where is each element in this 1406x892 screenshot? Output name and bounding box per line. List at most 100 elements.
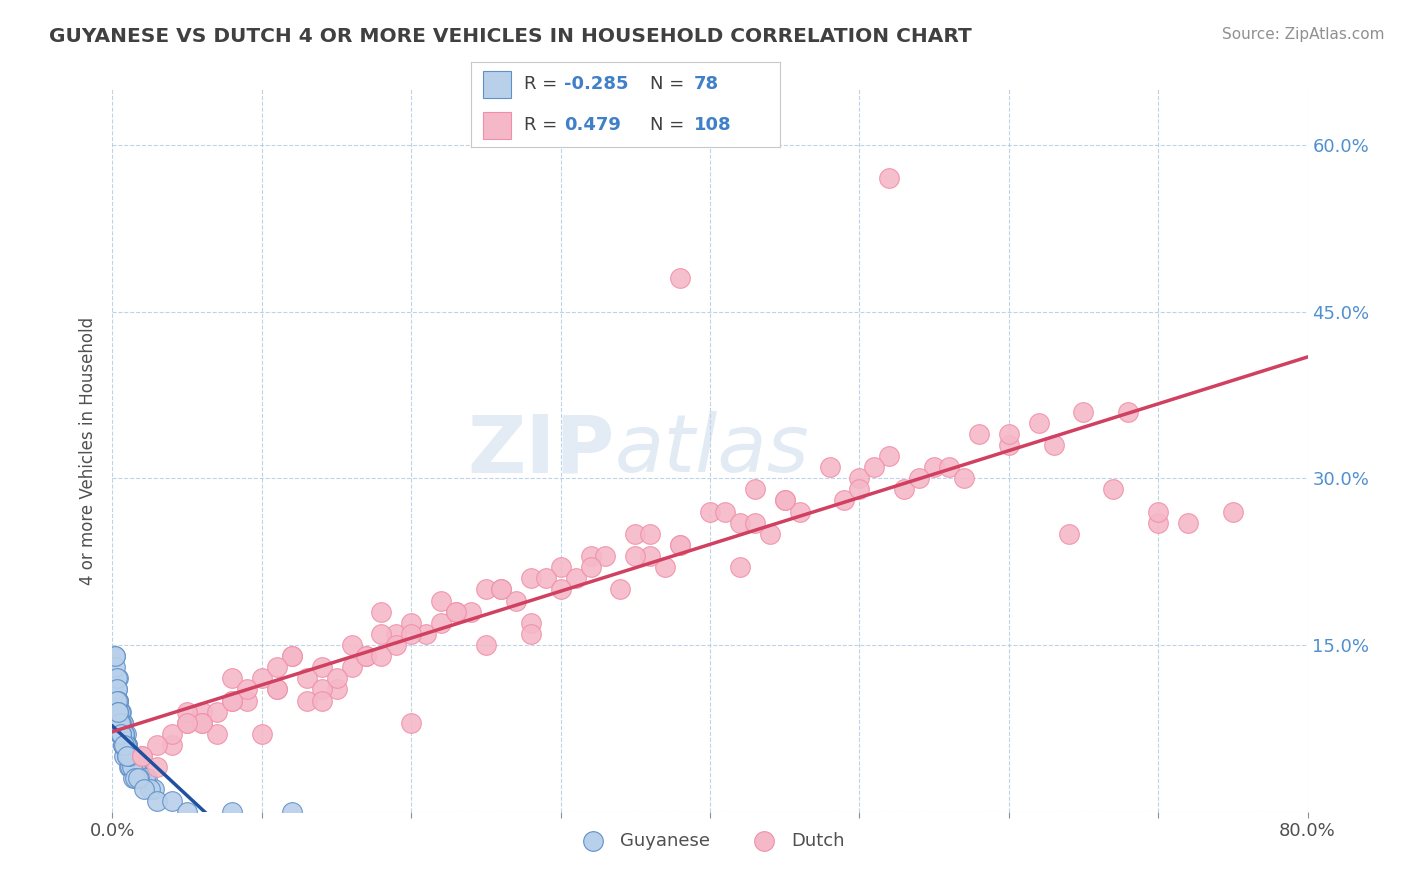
Point	[114, 738, 135, 752]
Point	[325, 671, 347, 685]
Point	[124, 760, 146, 774]
Point	[385, 627, 408, 641]
Point	[104, 649, 127, 664]
Point	[624, 526, 647, 541]
Text: N =: N =	[651, 116, 690, 134]
Point	[122, 760, 145, 774]
Point	[444, 605, 467, 619]
Point	[176, 805, 198, 819]
Point	[110, 705, 132, 719]
Point	[744, 516, 766, 530]
Point	[356, 649, 378, 664]
Point	[415, 627, 437, 641]
Point	[132, 782, 155, 797]
Point	[114, 738, 135, 752]
Point	[221, 805, 243, 819]
Point	[104, 660, 127, 674]
Text: R =: R =	[523, 116, 562, 134]
Point	[699, 505, 721, 519]
Point	[370, 649, 392, 664]
Point	[953, 471, 976, 485]
Point	[139, 782, 162, 797]
Point	[1102, 483, 1125, 497]
Point	[295, 693, 318, 707]
Point	[401, 627, 423, 641]
Point	[105, 693, 128, 707]
Point	[111, 727, 134, 741]
Point	[744, 483, 766, 497]
Point	[120, 760, 142, 774]
Point	[129, 772, 152, 786]
Point	[111, 738, 134, 752]
Point	[176, 715, 198, 730]
Point	[595, 549, 617, 563]
Point	[534, 571, 557, 585]
Point	[108, 715, 131, 730]
Point	[105, 682, 128, 697]
Point	[115, 738, 138, 752]
Point	[121, 760, 143, 774]
Point	[120, 749, 142, 764]
Point	[773, 493, 796, 508]
Y-axis label: 4 or more Vehicles in Household: 4 or more Vehicles in Household	[79, 317, 97, 584]
Point	[108, 727, 131, 741]
Point	[922, 460, 945, 475]
Point	[131, 749, 153, 764]
Point	[624, 549, 647, 563]
Point	[250, 671, 273, 685]
Point	[221, 671, 243, 685]
Point	[121, 749, 143, 764]
Point	[124, 772, 146, 786]
Point	[640, 549, 662, 563]
Point	[111, 715, 134, 730]
Point	[128, 772, 150, 786]
Point	[609, 582, 631, 597]
Point	[430, 593, 453, 607]
Point	[124, 760, 146, 774]
Point	[475, 638, 498, 652]
Point	[221, 693, 243, 707]
Point	[579, 549, 602, 563]
Point	[110, 727, 132, 741]
Text: 108: 108	[693, 116, 731, 134]
Point	[879, 449, 901, 463]
Point	[998, 426, 1021, 441]
Point	[111, 715, 134, 730]
Point	[1222, 505, 1244, 519]
Point	[105, 671, 128, 685]
Point	[127, 772, 149, 786]
Point	[520, 615, 543, 630]
Point	[107, 705, 129, 719]
Point	[311, 693, 333, 707]
Point	[1147, 505, 1170, 519]
Text: GUYANESE VS DUTCH 4 OR MORE VEHICLES IN HOUSEHOLD CORRELATION CHART: GUYANESE VS DUTCH 4 OR MORE VEHICLES IN …	[49, 27, 972, 45]
Point	[370, 605, 392, 619]
Point	[1118, 404, 1140, 418]
Point	[146, 794, 169, 808]
Point	[266, 682, 288, 697]
Text: 0.479: 0.479	[564, 116, 620, 134]
Point	[107, 671, 129, 685]
Point	[131, 749, 153, 764]
Point	[108, 705, 131, 719]
Point	[118, 749, 141, 764]
Point	[128, 772, 150, 786]
Point	[579, 560, 602, 574]
Point	[250, 727, 273, 741]
Point	[1177, 516, 1199, 530]
Point	[191, 715, 214, 730]
Point	[114, 727, 135, 741]
Point	[430, 615, 453, 630]
Point	[998, 438, 1021, 452]
Point	[110, 727, 132, 741]
Text: atlas: atlas	[614, 411, 810, 490]
Point	[848, 471, 870, 485]
Point	[121, 760, 143, 774]
Point	[162, 727, 183, 741]
Point	[759, 526, 782, 541]
Text: 78: 78	[693, 76, 718, 94]
Point	[1028, 416, 1050, 430]
Point	[146, 760, 169, 774]
Point	[110, 727, 132, 741]
Point	[295, 671, 318, 685]
